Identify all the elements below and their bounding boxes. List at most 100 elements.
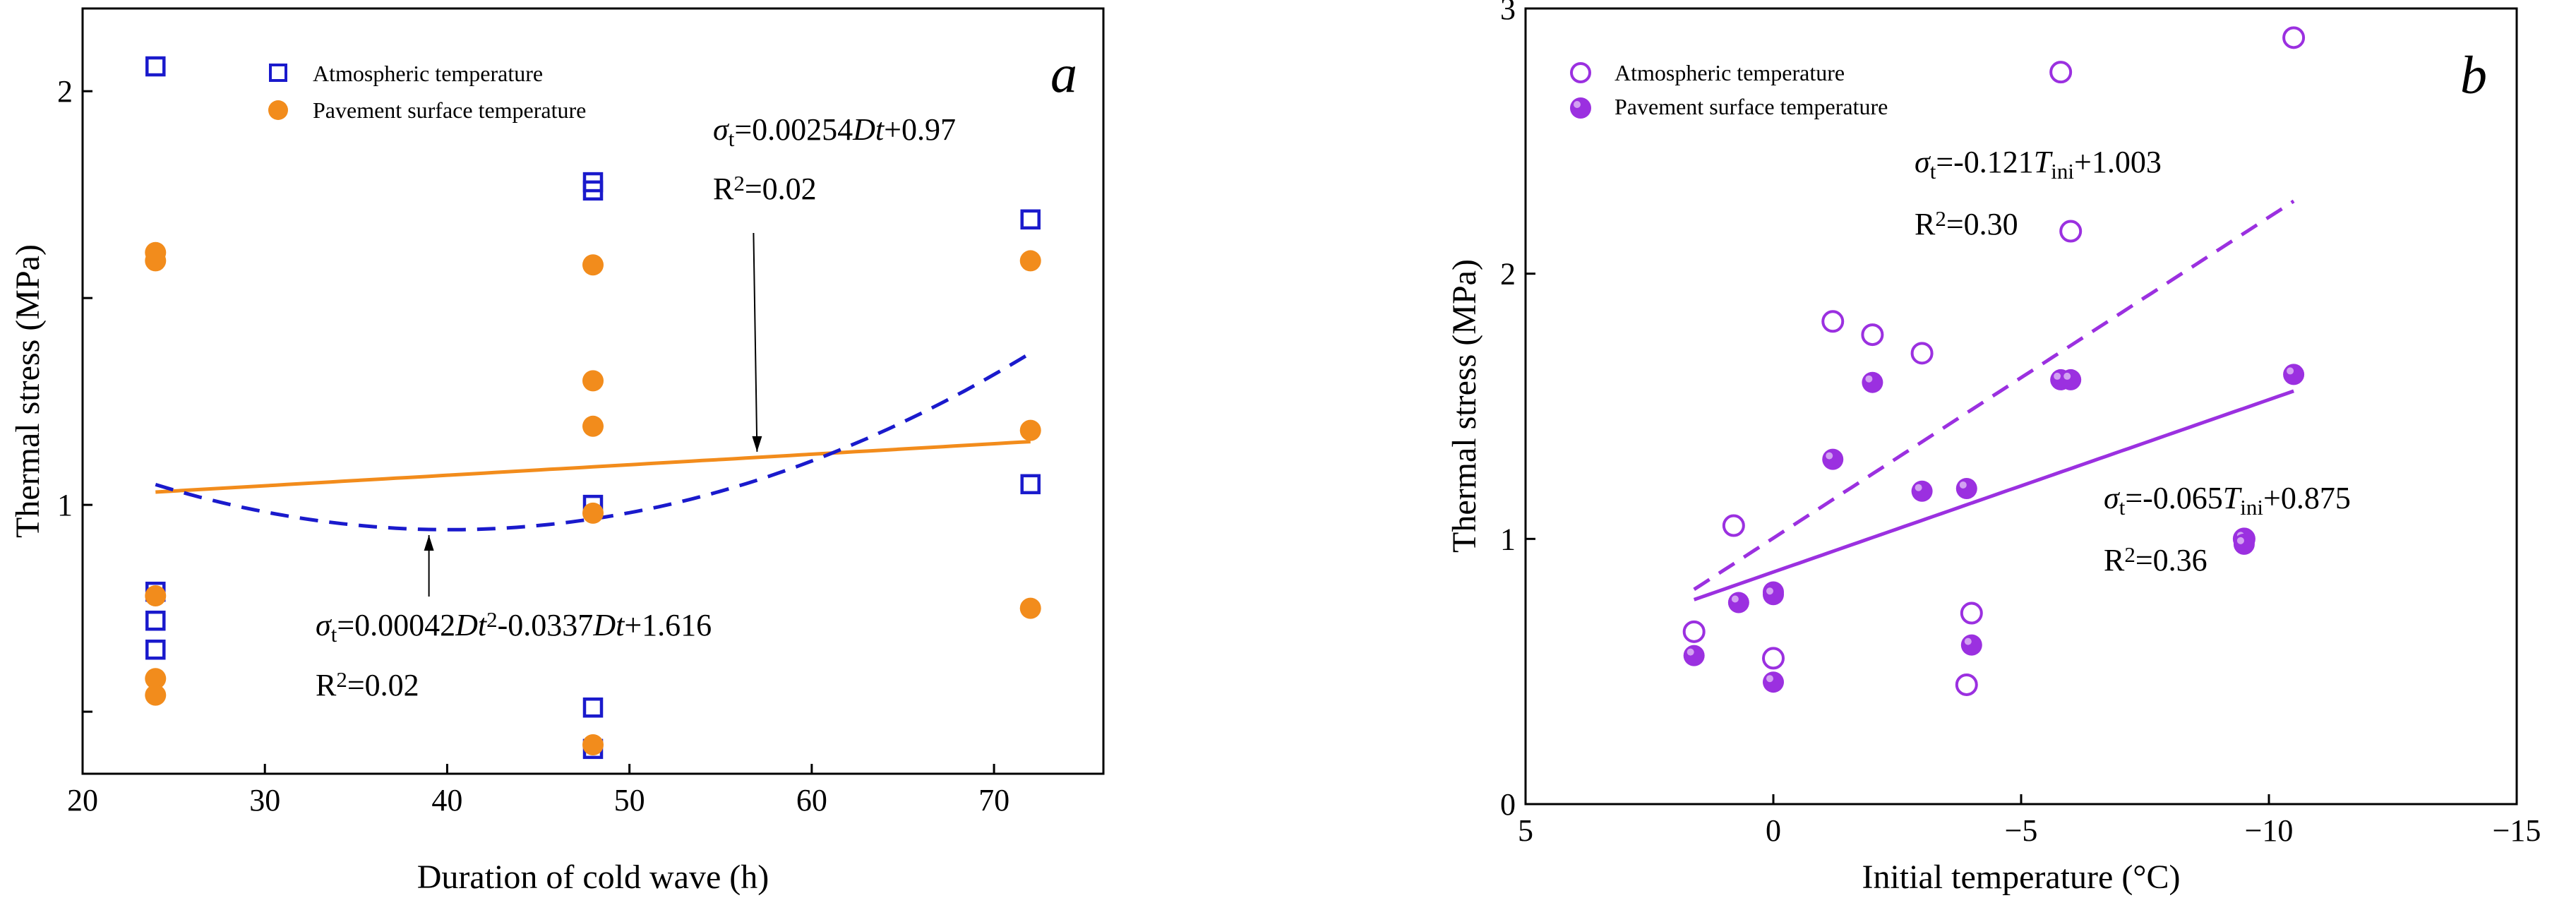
a-xtick-label: 60	[796, 783, 827, 818]
a-point	[582, 415, 604, 437]
b-ytick-label: 3	[1500, 0, 1516, 26]
a-xtick-label: 40	[431, 783, 462, 818]
b-point-shine	[1766, 675, 1773, 683]
a-xtick-label: 70	[978, 783, 1010, 818]
a-point	[582, 502, 604, 524]
b-point	[1683, 645, 1705, 666]
b-point	[1955, 477, 1977, 499]
b-point-shine	[1766, 587, 1773, 595]
legend-b: Atmospheric temperature Pavement surface…	[1570, 60, 1888, 119]
legend-marker-pavement-b	[1570, 97, 1591, 119]
b-point-shine	[1731, 595, 1739, 603]
b-point	[1822, 448, 1844, 470]
fit-r2-quadratic-a: R2=0.02	[316, 667, 419, 702]
a-point	[1019, 419, 1041, 441]
b-point	[1960, 634, 1982, 656]
a-ytick-label: 1	[57, 488, 73, 522]
a-point	[1019, 250, 1041, 272]
annotation-arrows-a	[424, 232, 762, 597]
b-point-shine	[1865, 375, 1873, 383]
a-point	[582, 370, 604, 392]
x-axis-label-a: Duration of cold wave (h)	[417, 858, 769, 896]
a-point	[582, 180, 604, 201]
b-point-shine	[2236, 537, 2244, 544]
plot-frame-a	[81, 7, 1105, 775]
fit-lines-a	[155, 352, 1031, 532]
b-point-shine	[1915, 484, 1922, 491]
panel-label-b: b	[2460, 46, 2487, 105]
b-point	[1910, 342, 1934, 365]
a-point	[145, 56, 166, 77]
b-point	[1763, 671, 1784, 693]
b-point	[2283, 364, 2305, 385]
b-point-shine	[1959, 481, 1967, 489]
a-fit-line	[155, 440, 1031, 494]
a-point	[582, 734, 604, 755]
x-axis-label-b: Initial temperature (°C)	[1862, 858, 2180, 896]
a-point	[145, 250, 167, 272]
chart-panel-a: 20 30 40 50 60 70 1 2 Atmospheric temperature P…	[9, 7, 1105, 896]
arrow-linear-a-head	[752, 436, 762, 452]
b-point	[1722, 514, 1745, 537]
fit-lines-b	[1693, 199, 2295, 601]
a-point	[1019, 597, 1041, 619]
b-xtick-label: 0	[1766, 813, 1781, 848]
b-point	[1861, 323, 1884, 347]
fit-r2-atmospheric-b: R2=0.30	[1915, 206, 2018, 241]
a-ytick-label: 2	[57, 74, 73, 109]
a-point	[1020, 474, 1041, 495]
arrow-quadratic-a-head	[424, 534, 434, 551]
b-point-shine	[2054, 372, 2061, 380]
arrow-linear-a	[753, 232, 758, 452]
b-point-shine	[1687, 648, 1694, 656]
data-points-a	[145, 56, 1041, 760]
b-point-shine	[2063, 372, 2071, 380]
fit-equation-linear-a: σt=0.00254Dt+0.97	[713, 112, 956, 151]
b-xtick-label: −5	[2005, 813, 2038, 848]
b-point	[2282, 26, 2306, 49]
legend-label-pavement-b: Pavement surface temperature	[1615, 94, 1888, 119]
b-point	[2060, 369, 2082, 390]
a-point	[145, 684, 167, 706]
y-axis-label-a: Thermal stress (MPa)	[9, 244, 47, 538]
b-point	[1763, 584, 1784, 606]
legend-label-pavement-a: Pavement surface temperature	[313, 97, 586, 123]
b-xtick-label: 5	[1518, 813, 1533, 848]
legend-a: Atmospheric temperature Pavement surface…	[268, 61, 586, 123]
b-ytick-label: 0	[1500, 787, 1516, 822]
legend-marker-pavement-b-shine	[1574, 101, 1581, 108]
fit-equation-quadratic-a: σt=0.00042Dt2-0.0337Dt+1.616	[316, 607, 712, 646]
b-point	[1862, 371, 1883, 393]
b-xtick-label: −10	[2245, 813, 2294, 848]
b-fit-line	[1693, 389, 2294, 601]
a-point	[145, 610, 166, 631]
a-xtick-label: 20	[67, 783, 98, 818]
panel-label-a: a	[1050, 44, 1077, 104]
a-point	[1020, 209, 1041, 230]
b-point	[1762, 647, 1785, 670]
a-fit-line	[155, 352, 1031, 532]
b-point	[2233, 533, 2255, 555]
tick-group-a: 20 30 40 50 60 70 1 2	[57, 74, 1010, 818]
b-point	[1911, 480, 1933, 502]
b-point	[1821, 310, 1845, 333]
b-point-shine	[1826, 452, 1833, 460]
a-point	[582, 697, 604, 718]
a-point	[145, 668, 167, 690]
b-point	[2049, 61, 2073, 84]
fit-equation-pavement-b: σt=-0.065Tini+0.875	[2104, 481, 2351, 520]
b-point-shine	[2287, 367, 2294, 375]
plot-frame-b	[1524, 7, 2518, 806]
legend-marker-pavement-a	[268, 100, 288, 120]
legend-label-atmospheric-b: Atmospheric temperature	[1615, 60, 1845, 85]
b-ytick-label: 2	[1500, 257, 1516, 292]
legend-marker-atmospheric-b	[1570, 62, 1591, 83]
b-ytick-label: 1	[1500, 522, 1516, 556]
a-xtick-label: 30	[249, 783, 280, 818]
b-point	[1727, 592, 1749, 613]
data-points-b	[1682, 26, 2306, 696]
y-axis-label-b: Thermal stress (MPa)	[1446, 259, 1483, 553]
